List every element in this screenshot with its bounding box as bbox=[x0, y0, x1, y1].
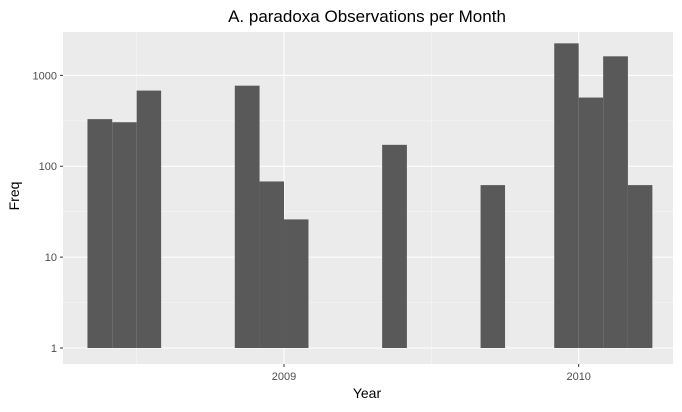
y-tick-label: 10 bbox=[45, 252, 57, 264]
bar bbox=[578, 97, 604, 348]
bar bbox=[234, 85, 260, 349]
bar bbox=[87, 119, 113, 349]
x-axis-title: Year bbox=[353, 385, 382, 401]
x-tick-label: 2009 bbox=[272, 371, 296, 383]
y-axis-title: Freq bbox=[6, 182, 22, 211]
bar bbox=[603, 56, 628, 348]
bar bbox=[284, 219, 309, 348]
bar bbox=[259, 181, 285, 348]
bar bbox=[136, 90, 162, 349]
y-tick-label: 1000 bbox=[33, 70, 57, 82]
bar bbox=[554, 43, 579, 349]
y-tick-label: 1 bbox=[51, 343, 57, 355]
bar bbox=[627, 185, 653, 348]
y-axis: 1 10 100 1000 bbox=[33, 70, 63, 355]
bar bbox=[382, 144, 407, 348]
bar bbox=[480, 185, 506, 348]
x-axis: 2009 2010 bbox=[272, 364, 591, 383]
x-tick-label: 2010 bbox=[566, 371, 590, 383]
bar bbox=[112, 122, 137, 348]
bars bbox=[87, 43, 653, 349]
chart-title: A. paradoxa Observations per Month bbox=[228, 7, 506, 26]
y-tick-label: 100 bbox=[39, 161, 57, 173]
